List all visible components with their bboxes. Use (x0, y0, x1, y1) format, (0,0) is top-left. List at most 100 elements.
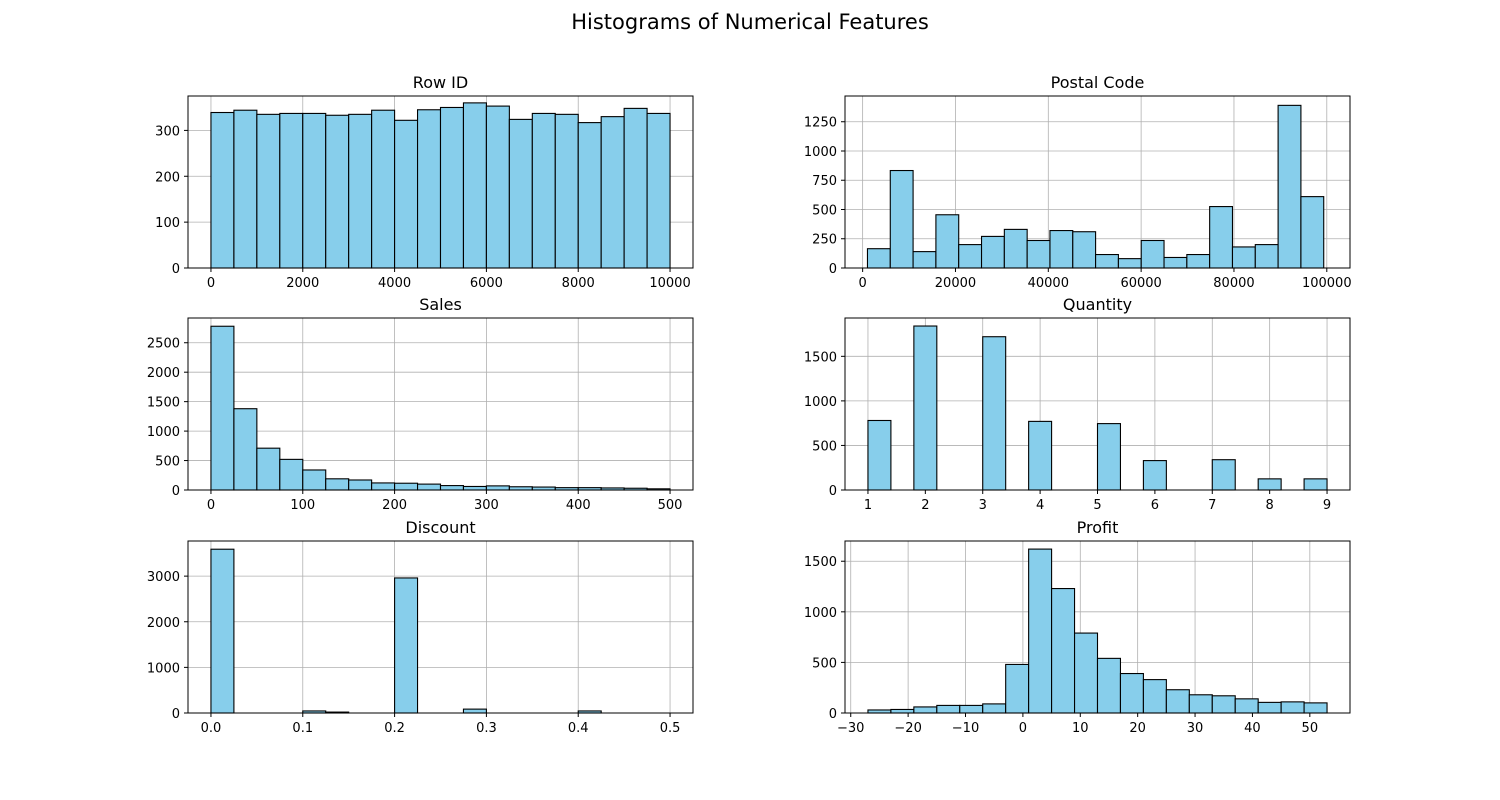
x-tick-label: 80000 (1213, 276, 1254, 291)
axes-frame (844, 95, 1351, 269)
x-tick-label: 7 (1208, 498, 1216, 513)
x-tick-label: 0.0 (201, 721, 222, 736)
histogram-bar (980, 235, 1005, 269)
x-tick-label: 10 (1072, 721, 1089, 736)
histogram-bar (233, 408, 258, 491)
x-tick-label: 6000 (470, 276, 503, 291)
histogram-bar (866, 248, 891, 269)
histogram-bar (279, 112, 304, 269)
figure-title: Histograms of Numerical Features (571, 10, 929, 34)
histogram-bar (982, 703, 1007, 714)
x-tick-label: 400 (566, 498, 591, 513)
histogram-bar (233, 109, 258, 269)
histogram-bar (1051, 588, 1076, 714)
subplot-discount: 0.0 0.1 0.2 0.3 0.4 0.5 0 1000 2000 3000 Discount (147, 518, 694, 736)
subplot-quantity: 1 2 3 4 5 6 7 8 9 0 500 1000 1500 Quantity (804, 295, 1351, 513)
histogram-bar (577, 122, 602, 269)
x-tick-label: 8000 (562, 276, 595, 291)
histogram-bar (439, 485, 465, 491)
histogram-bar (462, 708, 487, 714)
y-tick-label: 1000 (804, 395, 837, 410)
subplot-title: Sales (419, 295, 462, 314)
histogram-bar (485, 485, 510, 491)
x-tick-label: 4 (1036, 498, 1044, 513)
histogram-bar (1211, 459, 1236, 491)
y-tick-label: 500 (155, 455, 180, 470)
y-tick-label: 500 (812, 439, 837, 454)
histogram-bar (1117, 258, 1142, 269)
x-tick-label: 5 (1093, 498, 1101, 513)
histogram-bar (256, 113, 281, 269)
subplot-title: Discount (405, 518, 475, 537)
histogram-bar (325, 114, 350, 269)
x-tick-label: 2000 (286, 276, 319, 291)
histogram-bar (600, 116, 625, 269)
x-tick-label: 500 (658, 498, 683, 513)
histogram-bar (889, 169, 914, 269)
histogram-bar (394, 577, 419, 714)
x-tick-label: 3 (979, 498, 987, 513)
histogram-bar (1096, 423, 1122, 491)
x-tick-label: 0 (1019, 721, 1027, 736)
histogram-bar (485, 105, 510, 269)
histogram-bar (1209, 206, 1234, 269)
histogram-bar (867, 419, 892, 491)
x-tick-label: 0.3 (476, 721, 497, 736)
x-tick-label: 8 (1266, 498, 1274, 513)
histogram-bar (348, 113, 373, 269)
histogram-bar (1142, 460, 1167, 491)
histogram-bar (1026, 239, 1051, 269)
x-tick-label: 50 (1302, 721, 1319, 736)
histogram-bar (1003, 228, 1028, 269)
histogram-bar (1028, 548, 1053, 714)
histogram-bar (1257, 701, 1282, 714)
histogram-bar (1303, 702, 1328, 714)
histogram-bar (416, 483, 442, 491)
histogram-bar (1096, 657, 1122, 714)
y-tick-label: 0 (829, 484, 837, 499)
histogram-bar (1254, 244, 1279, 269)
y-tick-label: 1500 (804, 350, 837, 365)
histogram-bar (439, 106, 465, 269)
x-tick-label: 0.1 (292, 721, 313, 736)
histogram-bar (1072, 231, 1097, 269)
histogram-bar (256, 447, 281, 491)
histogram-bar (1186, 253, 1211, 269)
x-tick-label: 4000 (378, 276, 411, 291)
histogram-bar (462, 485, 487, 491)
y-tick-label: 0 (172, 707, 180, 722)
subplot-title: Row ID (413, 73, 468, 92)
histogram-bar (302, 469, 327, 491)
y-tick-label: 1000 (804, 145, 837, 160)
histogram-bar (1140, 239, 1165, 269)
x-tick-label: 20 (1129, 721, 1146, 736)
x-tick-label: −10 (952, 721, 979, 736)
x-tick-label: 1 (864, 498, 872, 513)
subplot-sales: 0 100 200 300 400 500 0 500 1000 1500 2000 2500 Sale… (147, 295, 694, 513)
histogram-bar (1277, 104, 1302, 269)
x-tick-label: 9 (1323, 498, 1331, 513)
histogram-bar (1280, 701, 1305, 714)
y-tick-label: 2500 (147, 337, 180, 352)
histogram-bar (1163, 256, 1188, 269)
histogram-bar (462, 102, 487, 269)
histogram-bar (1005, 663, 1030, 714)
histogram-bar (890, 708, 915, 714)
histogram-bar (1028, 420, 1053, 491)
histogram-bar (1211, 695, 1236, 714)
x-tick-label: 0.5 (660, 721, 681, 736)
y-tick-label: 0 (172, 262, 180, 277)
y-tick-label: 1000 (147, 425, 180, 440)
axes-frame (844, 540, 1351, 714)
axes-frame (187, 95, 694, 269)
histogram-bar (416, 109, 442, 269)
histogram-bar (935, 214, 960, 269)
subplot-title: Profit (1077, 518, 1119, 537)
histogram-bar (394, 119, 419, 269)
histogram-bar (1119, 672, 1144, 714)
histogram-bar (371, 109, 396, 269)
histogram-bar (982, 336, 1007, 491)
x-tick-label: 0.2 (384, 721, 405, 736)
